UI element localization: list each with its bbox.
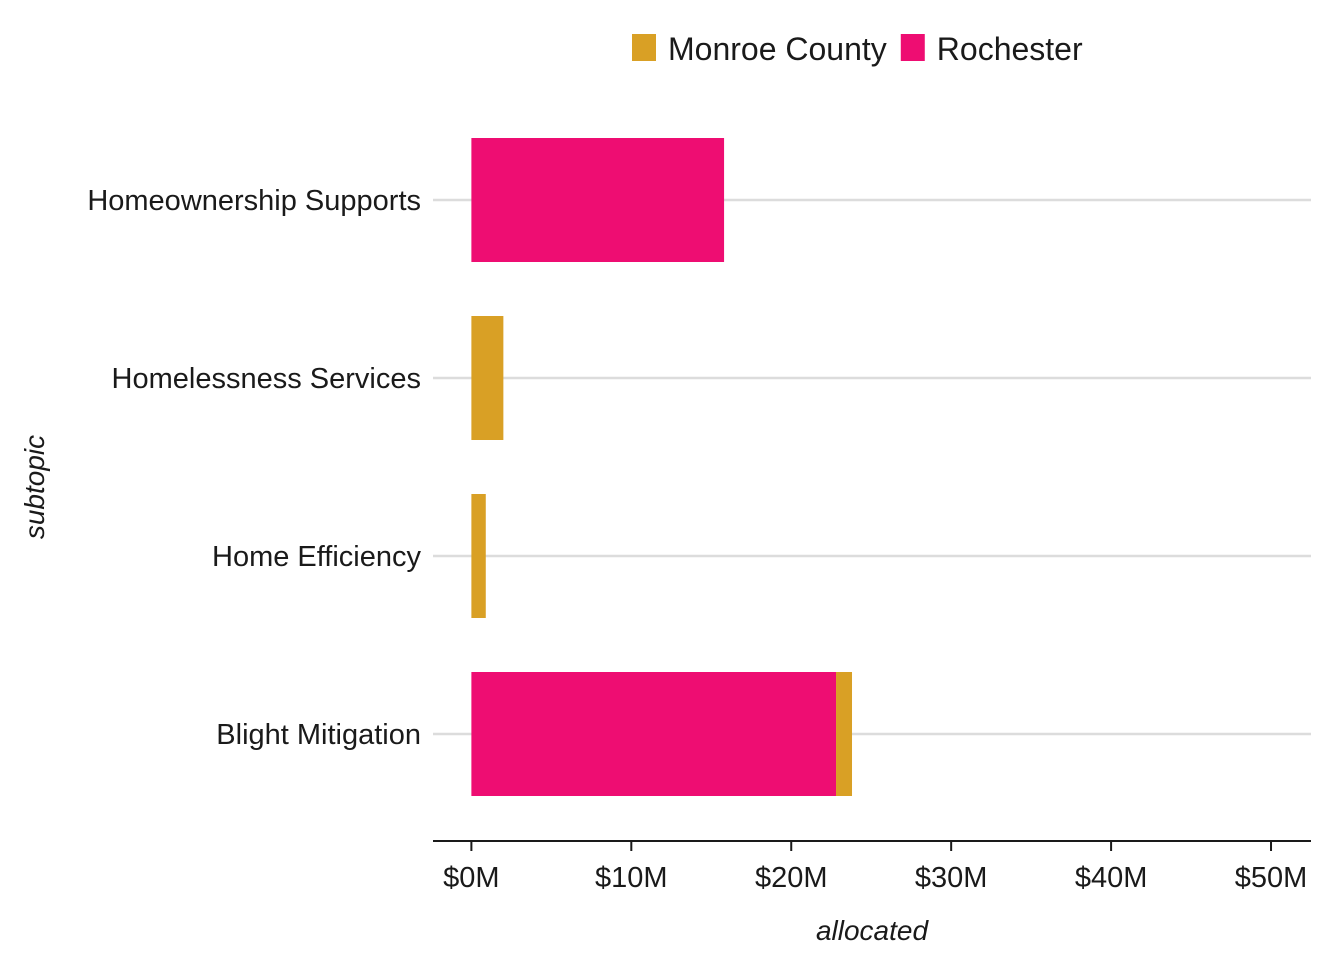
bar-homeownership-supports-rochester	[471, 138, 725, 262]
legend-swatch-monroe-county	[632, 34, 656, 61]
legend-label: Rochester	[937, 31, 1083, 67]
x-axis-title: allocated	[816, 915, 930, 946]
bar-blight-mitigation-monroe-county	[836, 672, 853, 796]
x-tick-label: $20M	[755, 862, 828, 894]
bar-blight-mitigation-rochester	[471, 672, 837, 796]
x-tick-label: $50M	[1235, 862, 1308, 894]
x-tick-label: $40M	[1075, 862, 1148, 894]
legend-label: Monroe County	[668, 31, 887, 67]
legend-swatch-rochester	[900, 34, 925, 61]
y-tick-label: Homelessness Services	[112, 363, 421, 395]
gridlines	[433, 198, 1311, 736]
y-axis-tick-labels: Homeownership Supports Homelessness Servi…	[87, 185, 421, 751]
bars	[471, 138, 853, 796]
y-tick-label: Home Efficiency	[212, 541, 421, 573]
bar-homelessness-services-monroe-county	[471, 316, 504, 440]
y-tick-label: Blight Mitigation	[216, 719, 421, 751]
legend: Monroe County Rochester	[632, 31, 1083, 67]
bar-home-efficiency-monroe-county	[471, 494, 486, 618]
y-tick-label: Homeownership Supports	[87, 185, 421, 217]
x-axis-ticks: $0M $10M $20M $30M $40M $50M	[443, 841, 1307, 894]
x-tick-label: $0M	[443, 862, 499, 894]
x-tick-label: $30M	[915, 862, 988, 894]
y-axis-title: subtopic	[19, 435, 50, 539]
x-tick-label: $10M	[595, 862, 668, 894]
